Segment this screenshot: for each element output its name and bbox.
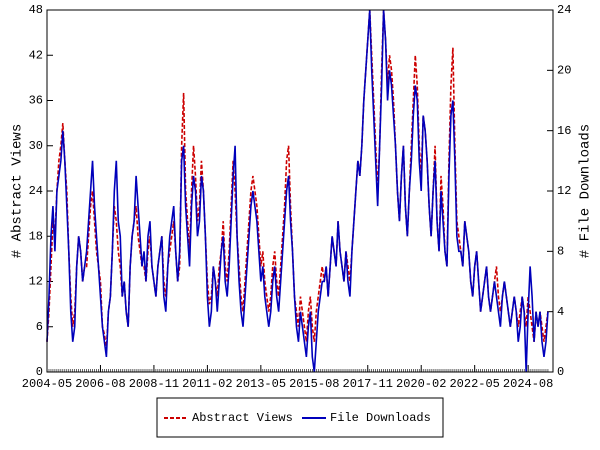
y2-tick-label: 4: [557, 305, 564, 319]
y2-tick-label: 16: [557, 124, 571, 138]
y2-axis-label: # File Downloads: [578, 124, 594, 258]
legend-box: [156, 397, 444, 438]
y2-tick-label: 12: [557, 184, 571, 198]
x-tick-label: 2008-11: [129, 377, 179, 391]
x-tick-label: 2017-11: [343, 377, 393, 391]
legend-label: File Downloads: [330, 411, 431, 425]
y2-tick-label: 8: [557, 245, 564, 259]
y-tick-label: 42: [29, 48, 43, 62]
y-axis-label: # Abstract Views: [10, 124, 26, 258]
y-tick-label: 48: [29, 3, 43, 17]
y-tick-label: 36: [29, 94, 43, 108]
x-tick-label: 2013-05: [236, 377, 286, 391]
y2-tick-label: 24: [557, 3, 571, 17]
y-tick-label: 0: [36, 365, 43, 379]
y-tick-label: 24: [29, 184, 43, 198]
x-tick-label: 2020-02: [396, 377, 446, 391]
x-tick-label: 2024-08: [503, 377, 553, 391]
x-tick-label: 2022-05: [449, 377, 499, 391]
y-tick-label: 30: [29, 139, 43, 153]
y2-tick-label: 20: [557, 64, 571, 78]
x-tick-label: 2006-08: [75, 377, 125, 391]
y-tick-label: 6: [36, 320, 43, 334]
x-tick-label: 2004-05: [22, 377, 72, 391]
plot-frame: [46, 9, 554, 373]
y2-tick-label: 0: [557, 365, 564, 379]
y-tick-label: 18: [29, 229, 43, 243]
x-tick-label: 2011-02: [182, 377, 232, 391]
legend-label: Abstract Views: [192, 411, 293, 425]
x-tick-label: 2015-08: [289, 377, 339, 391]
y-tick-label: 12: [29, 275, 43, 289]
series-line: [46, 9, 549, 373]
